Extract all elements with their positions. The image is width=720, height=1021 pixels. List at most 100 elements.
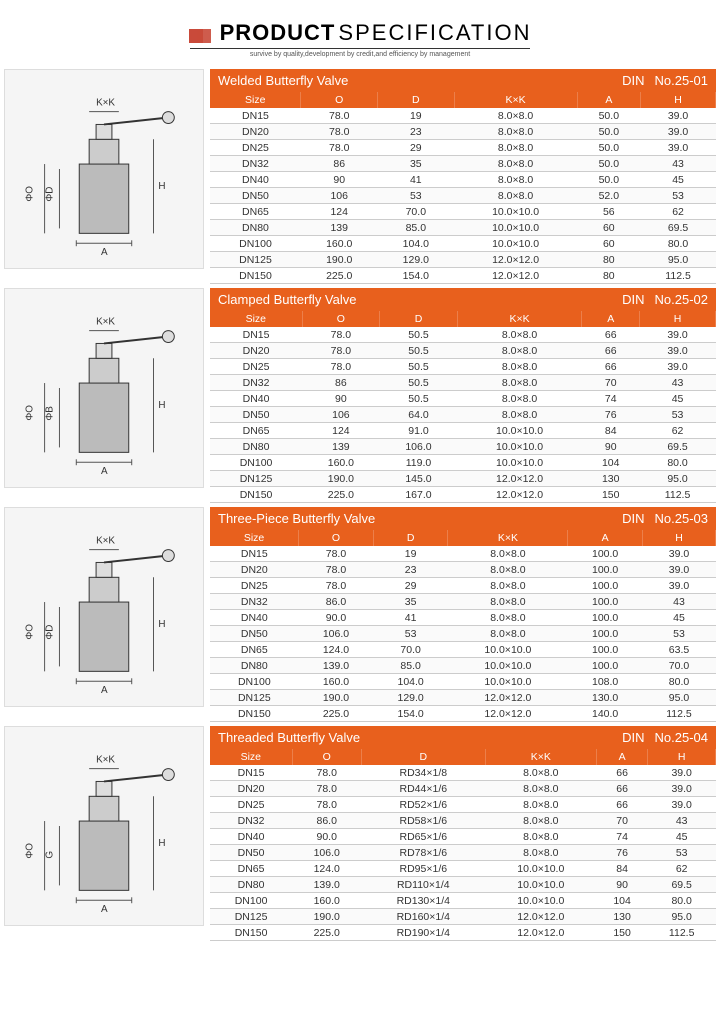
table-row: DN8013985.010.0×10.06069.5 — [210, 220, 716, 236]
page-header: PRODUCT SPECIFICATION survive by quality… — [0, 0, 720, 69]
table-cell: DN32 — [210, 375, 302, 391]
table-cell: 10.0×10.0 — [448, 674, 568, 690]
table-cell: 39.0 — [640, 327, 716, 343]
table-cell: 225.0 — [292, 925, 361, 941]
table-cell: 50.5 — [380, 343, 458, 359]
table-cell: 129.0 — [378, 252, 455, 268]
table-cell: 43 — [642, 594, 715, 610]
table-row: DN409050.58.0×8.07445 — [210, 391, 716, 407]
column-header: K×K — [448, 530, 568, 546]
table-cell: DN65 — [210, 204, 301, 220]
table-cell: DN100 — [210, 893, 292, 909]
table-cell: 106.0 — [299, 626, 374, 642]
svg-text:ΦO: ΦO — [25, 624, 36, 640]
table-title: Three-Piece Butterfly Valve — [218, 511, 375, 526]
table-row: DN100160.0119.010.0×10.010480.0 — [210, 455, 716, 471]
column-header: Size — [210, 749, 292, 765]
table-cell: 100.0 — [568, 594, 643, 610]
table-cell: 8.0×8.0 — [485, 781, 596, 797]
table-cell: 85.0 — [373, 658, 448, 674]
table-cell: 19 — [378, 108, 455, 124]
table-cell: 74 — [582, 391, 640, 407]
table-cell: DN25 — [210, 359, 302, 375]
table-row: DN1578.0RD34×1/88.0×8.06639.0 — [210, 765, 716, 781]
table-cell: 50.0 — [577, 156, 641, 172]
svg-text:H: H — [158, 181, 165, 192]
table-cell: DN15 — [210, 108, 301, 124]
table-cell: DN150 — [210, 706, 299, 722]
table-cell: 66 — [596, 781, 648, 797]
table-row: DN1578.050.58.0×8.06639.0 — [210, 327, 716, 343]
table-cell: 190.0 — [302, 471, 380, 487]
table-cell: 8.0×8.0 — [448, 626, 568, 642]
table-cell: 80.0 — [642, 674, 715, 690]
table-cell: 145.0 — [380, 471, 458, 487]
table-cell: 78.0 — [301, 124, 378, 140]
column-header: H — [648, 749, 716, 765]
table-row: DN65124.0RD95×1/610.0×10.08462 — [210, 861, 716, 877]
table-cell: 39.0 — [641, 108, 716, 124]
table-cell: 10.0×10.0 — [457, 455, 582, 471]
table-cell: 112.5 — [640, 487, 716, 503]
table-cell: 106.0 — [380, 439, 458, 455]
table-cell: DN40 — [210, 610, 299, 626]
table-cell: DN25 — [210, 140, 301, 156]
table-cell: 35 — [373, 594, 448, 610]
logo-icon — [189, 21, 211, 46]
table-cell: 8.0×8.0 — [485, 797, 596, 813]
table-cell: 10.0×10.0 — [485, 877, 596, 893]
table-row: DN50106.0RD78×1/68.0×8.07653 — [210, 845, 716, 861]
svg-text:ΦO: ΦO — [25, 405, 36, 421]
table-cell: RD160×1/4 — [361, 909, 485, 925]
table-cell: 78.0 — [292, 797, 361, 813]
column-header: O — [302, 311, 380, 327]
table-cell: 124 — [301, 204, 378, 220]
spec-number: No.25-03 — [655, 511, 708, 526]
table-cell: 23 — [378, 124, 455, 140]
table-row: DN80139.0RD110×1/410.0×10.09069.5 — [210, 877, 716, 893]
table-cell: 150 — [596, 925, 648, 941]
table-cell: 8.0×8.0 — [457, 359, 582, 375]
svg-text:H: H — [158, 400, 165, 411]
table-cell: 104 — [582, 455, 640, 471]
table-cell: DN150 — [210, 925, 292, 941]
table-cell: 104.0 — [378, 236, 455, 252]
column-header: D — [373, 530, 448, 546]
table-row: DN50106538.0×8.052.053 — [210, 188, 716, 204]
svg-text:A: A — [101, 685, 108, 696]
table-cell: 45 — [641, 172, 716, 188]
spec-table: SizeODK×KAHDN1578.0RD34×1/88.0×8.06639.0… — [210, 749, 716, 941]
table-cell: 76 — [596, 845, 648, 861]
table-cell: DN80 — [210, 877, 292, 893]
column-header: Size — [210, 530, 299, 546]
table-cell: 139.0 — [299, 658, 374, 674]
table-cell: 39.0 — [641, 124, 716, 140]
table-cell: 160.0 — [292, 893, 361, 909]
table-cell: 41 — [378, 172, 455, 188]
table-cell: 39.0 — [642, 578, 715, 594]
column-header: Size — [210, 311, 302, 327]
table-cell: 90.0 — [292, 829, 361, 845]
table-cell: 160.0 — [302, 455, 380, 471]
table-cell: 45 — [642, 610, 715, 626]
table-cell: 8.0×8.0 — [448, 594, 568, 610]
table-row: DN2578.0298.0×8.0100.039.0 — [210, 578, 716, 594]
table-cell: 43 — [641, 156, 716, 172]
table-row: DN125190.0145.012.0×12.013095.0 — [210, 471, 716, 487]
table-cell: RD44×1/6 — [361, 781, 485, 797]
table-cell: 70.0 — [642, 658, 715, 674]
table-cell: 106 — [302, 407, 380, 423]
table-row: DN2578.0RD52×1/68.0×8.06639.0 — [210, 797, 716, 813]
table-cell: 86.0 — [292, 813, 361, 829]
spec-section: K×K H A ΦO ΦD Welded Butterfly ValveDINN… — [4, 69, 716, 284]
table-cell: DN20 — [210, 124, 301, 140]
table-cell: 43 — [640, 375, 716, 391]
table-cell: 154.0 — [373, 706, 448, 722]
table-cell: 124.0 — [292, 861, 361, 877]
spec-section: K×K H A ΦO ΦD Three-Piece Butterfly Valv… — [4, 507, 716, 722]
table-row: DN100160.0104.010.0×10.0108.080.0 — [210, 674, 716, 690]
table-cell: DN20 — [210, 781, 292, 797]
table-row: DN6512491.010.0×10.08462 — [210, 423, 716, 439]
table-cell: 8.0×8.0 — [454, 156, 577, 172]
table-cell: 12.0×12.0 — [448, 706, 568, 722]
